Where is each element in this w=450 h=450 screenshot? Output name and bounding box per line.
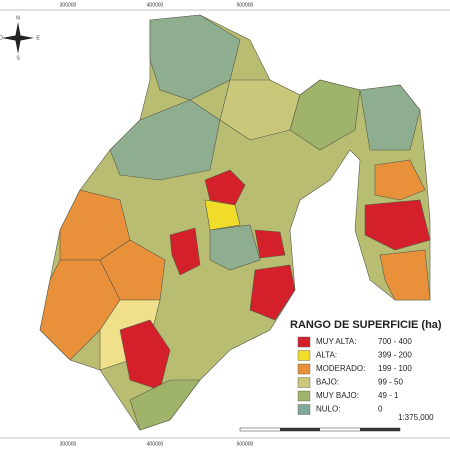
grid-label: 400000 <box>147 441 164 447</box>
compass-e: E <box>36 35 40 41</box>
legend-swatch <box>297 404 311 415</box>
legend-range: 700 - 400 <box>378 337 412 346</box>
state-map <box>39 14 431 431</box>
municipality <box>99 239 166 301</box>
legend-label: MODERADO: <box>316 364 365 373</box>
legend-label: MUY BAJO: <box>316 391 359 400</box>
municipality <box>209 224 261 271</box>
legend-swatch <box>297 363 311 375</box>
compass-s: S <box>16 55 20 61</box>
compass-w: O <box>0 35 3 41</box>
grid-label: 500000 <box>237 2 254 8</box>
municipality <box>374 159 426 201</box>
scale-bar-segment <box>280 428 320 431</box>
municipality <box>254 229 286 259</box>
legend-title: RANGO DE SUPERFICIE (ha) <box>290 319 442 331</box>
legend-label: NULO: <box>316 405 340 414</box>
legend-label: ALTA: <box>316 351 337 360</box>
legend-label: MUY ALTA: <box>316 337 356 346</box>
municipality <box>289 79 361 151</box>
legend-swatch <box>297 377 311 388</box>
compass-n: N <box>16 15 20 21</box>
grid-label: 300000 <box>60 441 77 447</box>
legend-range: 399 - 200 <box>378 351 412 360</box>
legend-swatch <box>297 350 311 361</box>
municipality <box>119 319 171 391</box>
municipality <box>149 14 241 101</box>
legend-swatch <box>297 390 311 402</box>
municipality <box>204 169 246 206</box>
legend-label: BAJO: <box>316 378 339 387</box>
scale-bar-segment <box>360 428 400 431</box>
legend-range: 99 - 50 <box>378 378 403 387</box>
scale-bar: 1:375,000 <box>239 413 434 432</box>
municipality <box>249 264 296 321</box>
compass-ew <box>2 35 34 41</box>
municipality <box>379 249 431 301</box>
municipality <box>364 199 431 251</box>
grid-label: 300000 <box>60 2 77 8</box>
compass: N E S O <box>0 15 40 61</box>
grid-label: 500000 <box>237 441 254 447</box>
scale-text: 1:375,000 <box>398 413 434 422</box>
municipality <box>129 379 201 431</box>
legend-swatch <box>297 336 311 348</box>
legend-range: 49 - 1 <box>378 391 399 400</box>
municipality <box>109 99 221 181</box>
legend-range: 199 - 100 <box>378 364 412 373</box>
grid-label: 400000 <box>147 2 164 8</box>
municipality <box>204 199 241 231</box>
municipality <box>359 84 421 151</box>
legend-range: 0 <box>378 405 383 414</box>
legend: RANGO DE SUPERFICIE (ha) MUY ALTA: 700 - … <box>290 319 442 415</box>
municipality <box>169 227 201 276</box>
